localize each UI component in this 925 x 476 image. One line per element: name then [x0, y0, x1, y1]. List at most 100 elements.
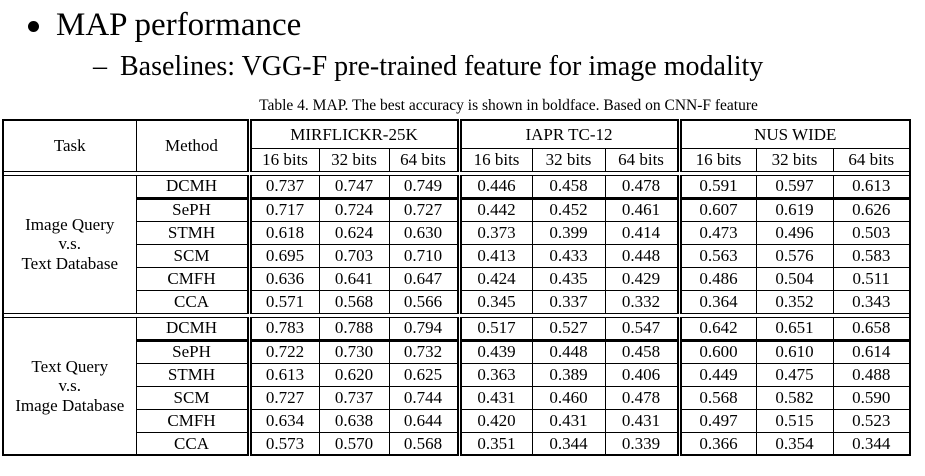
map-value-cell: 0.737 [246, 174, 320, 200]
table-row: CMFH 0.634 0.638 0.644 0.420 0.431 0.431 0.497 0… [3, 408, 911, 433]
bits-header: 16 bits [676, 147, 757, 172]
map-value-cell: 0.458 [604, 339, 680, 364]
map-value-cell: 0.703 [318, 243, 390, 268]
table-row: SCM 0.727 0.737 0.744 0.431 0.460 0.478 0.568 0.… [3, 385, 911, 410]
map-value-cell: 0.710 [388, 243, 460, 268]
method-header: Method [135, 119, 250, 172]
map-value-cell: 0.610 [755, 339, 834, 364]
map-value-cell: 0.478 [604, 174, 680, 200]
header-row-groups: Task Method MIRFLICKR-25K IAPR TC-12 NUS… [2, 119, 911, 172]
bits-header: 32 bits [755, 147, 834, 172]
map-value-cell: 0.389 [531, 362, 606, 387]
method-cell: CCA [135, 289, 250, 314]
map-value-cell: 0.399 [531, 220, 606, 245]
map-value-cell: 0.749 [388, 174, 460, 200]
method-cell: DCMH [135, 316, 250, 342]
table-row: CCA 0.571 0.568 0.566 0.345 0.337 0.332 0.364 0.… [3, 289, 911, 314]
map-value-cell: 0.620 [318, 362, 390, 387]
map-value-cell: 0.641 [318, 266, 390, 291]
map-value-cell: 0.523 [832, 408, 911, 433]
table-row: Text Query v.s. Image Database DCMH 0.783 0.7… [2, 316, 911, 456]
method-cell: DCMH [135, 174, 250, 200]
map-value-cell: 0.568 [318, 289, 390, 314]
method-cell: SCM [135, 385, 250, 410]
bits-header: 64 bits [388, 147, 460, 172]
task-cell: Text Query v.s. Image Database [2, 316, 137, 456]
map-value-cell: 0.343 [832, 289, 911, 314]
map-value-cell: 0.460 [531, 385, 606, 410]
map-value-cell: 0.442 [456, 197, 533, 222]
map-value-cell: 0.644 [388, 408, 460, 433]
map-value-cell: 0.488 [832, 362, 911, 387]
map-value-cell: 0.566 [388, 289, 460, 314]
map-value-cell: 0.695 [246, 243, 320, 268]
map-value-cell: 0.435 [531, 266, 606, 291]
table-row: SCM 0.695 0.703 0.710 0.413 0.433 0.448 0.563 0.… [3, 243, 911, 268]
task-line: Image Database [15, 395, 125, 415]
map-value-cell: 0.448 [604, 243, 680, 268]
map-value-cell: 0.446 [456, 174, 533, 200]
map-value-cell: 0.352 [755, 289, 834, 314]
table-row: CCA 0.573 0.570 0.568 0.351 0.344 0.339 0.366 0.… [3, 431, 911, 456]
map-value-cell: 0.475 [755, 362, 834, 387]
table-row: SePH 0.717 0.724 0.727 0.442 0.452 0.461 0.607 0… [3, 197, 911, 222]
map-value-cell: 0.570 [318, 431, 390, 456]
map-value-cell: 0.503 [832, 220, 911, 245]
map-value-cell: 0.431 [531, 408, 606, 433]
map-value-cell: 0.724 [318, 197, 390, 222]
map-value-cell: 0.568 [388, 431, 460, 456]
map-value-cell: 0.630 [388, 220, 460, 245]
map-value-cell: 0.414 [604, 220, 680, 245]
map-value-cell: 0.478 [604, 385, 680, 410]
map-value-cell: 0.473 [676, 220, 757, 245]
map-value-cell: 0.563 [676, 243, 757, 268]
map-value-cell: 0.420 [456, 408, 533, 433]
task-cell: Image Query v.s. Text Database [2, 174, 137, 314]
bits-header: 32 bits [531, 147, 606, 172]
task-line: Text Database [21, 253, 118, 273]
map-value-cell: 0.642 [676, 316, 757, 342]
map-value-cell: 0.458 [531, 174, 606, 200]
task-header: Task [2, 119, 137, 172]
map-value-cell: 0.497 [676, 408, 757, 433]
map-value-cell: 0.625 [388, 362, 460, 387]
task-line: v.s. [58, 234, 81, 254]
map-value-cell: 0.568 [676, 385, 757, 410]
method-cell: STMH [135, 362, 250, 387]
map-value-cell: 0.600 [676, 339, 757, 364]
map-value-cell: 0.590 [832, 385, 911, 410]
map-value-cell: 0.582 [755, 385, 834, 410]
table-row: Image Query v.s. Text Database DCMH 0.737 0.7… [2, 174, 911, 314]
map-value-cell: 0.614 [832, 339, 911, 364]
map-value-cell: 0.364 [676, 289, 757, 314]
map-value-cell: 0.727 [246, 385, 320, 410]
map-value-cell: 0.515 [755, 408, 834, 433]
map-value-cell: 0.504 [755, 266, 834, 291]
map-value-cell: 0.448 [531, 339, 606, 364]
page-title: MAP performance [56, 7, 302, 43]
task-line: Text Query [31, 356, 109, 376]
map-value-cell: 0.607 [676, 197, 757, 222]
map-value-cell: 0.732 [388, 339, 460, 364]
map-value-cell: 0.591 [676, 174, 757, 200]
map-value-cell: 0.344 [531, 431, 606, 456]
task-line: v.s. [58, 376, 81, 396]
map-results-table: Task Method MIRFLICKR-25K IAPR TC-12 NUS… [2, 119, 911, 457]
method-cell: CMFH [135, 408, 250, 433]
slide-subtitle: Baselines: VGG-F pre-trained feature for… [120, 51, 764, 83]
map-value-cell: 0.626 [832, 197, 911, 222]
map-value-cell: 0.597 [755, 174, 834, 200]
map-value-cell: 0.658 [832, 316, 911, 342]
method-cell: CMFH [135, 266, 250, 291]
header-row-bits: 16 bits 32 bits 64 bits 16 bits 32 bits … [3, 147, 911, 172]
bits-header: 16 bits [456, 147, 533, 172]
bits-header: 32 bits [318, 147, 390, 172]
table-row: CMFH 0.636 0.641 0.647 0.424 0.435 0.429 0.486 0… [3, 266, 911, 291]
map-value-cell: 0.717 [246, 197, 320, 222]
map-value-cell: 0.576 [755, 243, 834, 268]
task-line: Image Query [25, 214, 115, 234]
map-value-cell: 0.794 [388, 316, 460, 342]
map-value-cell: 0.527 [531, 316, 606, 342]
slide-subtitle-row: – Baselines: VGG-F pre-trained feature f… [93, 51, 925, 83]
map-value-cell: 0.449 [676, 362, 757, 387]
